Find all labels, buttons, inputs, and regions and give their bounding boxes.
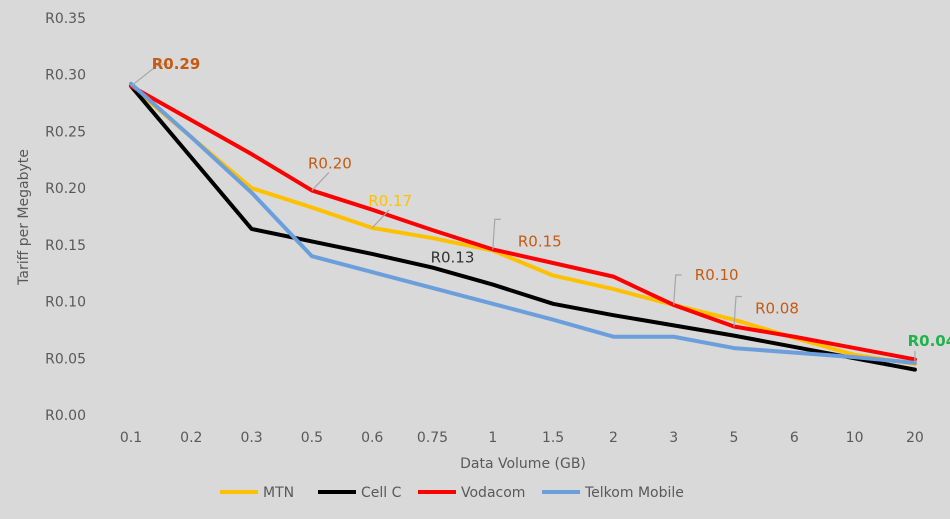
legend-label: Telkom Mobile bbox=[584, 485, 684, 501]
y-tick-label: R0.25 bbox=[45, 124, 86, 140]
data-label: R0.15 bbox=[518, 232, 562, 250]
data-label: R0.10 bbox=[695, 266, 739, 284]
series-line-telkom-mobile bbox=[129, 81, 917, 365]
data-label: R0.13 bbox=[431, 249, 475, 267]
legend-label: Vodacom bbox=[461, 485, 525, 501]
x-tick-label: 0.75 bbox=[417, 430, 448, 446]
leader-line bbox=[673, 274, 682, 306]
x-tick-label: 1 bbox=[488, 430, 497, 446]
y-tick-label: R0.30 bbox=[45, 68, 86, 84]
x-tick-label: 0.1 bbox=[120, 430, 142, 446]
x-tick-label: 1.5 bbox=[542, 430, 564, 446]
series-line-vodacom bbox=[129, 84, 917, 362]
legend-label: Cell C bbox=[361, 485, 402, 501]
x-axis-title: Data Volume (GB) bbox=[460, 456, 586, 472]
leader-line bbox=[311, 171, 330, 191]
x-tick-label: 0.6 bbox=[361, 430, 383, 446]
y-axis-title: Tariff per Megabyte bbox=[16, 149, 32, 286]
leader-line bbox=[130, 63, 169, 87]
y-tick-label: R0.10 bbox=[45, 295, 86, 311]
x-tick-label: 3 bbox=[669, 430, 678, 446]
series-line-cell-c bbox=[129, 84, 917, 372]
x-tick-label: 20 bbox=[906, 430, 924, 446]
y-tick-label: R0.00 bbox=[45, 408, 86, 424]
data-label: R0.17 bbox=[368, 192, 412, 210]
x-tick-label: 10 bbox=[846, 430, 864, 446]
data-label: R0.04 bbox=[908, 332, 950, 350]
data-label: R0.29 bbox=[152, 55, 201, 73]
x-tick-label: 0.5 bbox=[301, 430, 323, 446]
x-tick-label: 2 bbox=[609, 430, 618, 446]
x-tick-label: 0.3 bbox=[240, 430, 262, 446]
y-tick-label: R0.35 bbox=[45, 11, 86, 27]
x-tick-label: 6 bbox=[790, 430, 799, 446]
y-tick-label: R0.05 bbox=[45, 351, 86, 367]
x-tick-label: 0.2 bbox=[180, 430, 202, 446]
y-tick-label: R0.20 bbox=[45, 181, 86, 197]
leader-line bbox=[733, 295, 742, 327]
y-tick-label: R0.15 bbox=[45, 238, 86, 254]
legend-label: MTN bbox=[263, 485, 294, 501]
data-label: R0.08 bbox=[755, 300, 799, 318]
leader-line bbox=[371, 209, 390, 229]
leader-line bbox=[492, 218, 501, 250]
x-tick-label: 5 bbox=[730, 430, 739, 446]
data-label: R0.20 bbox=[308, 154, 352, 172]
